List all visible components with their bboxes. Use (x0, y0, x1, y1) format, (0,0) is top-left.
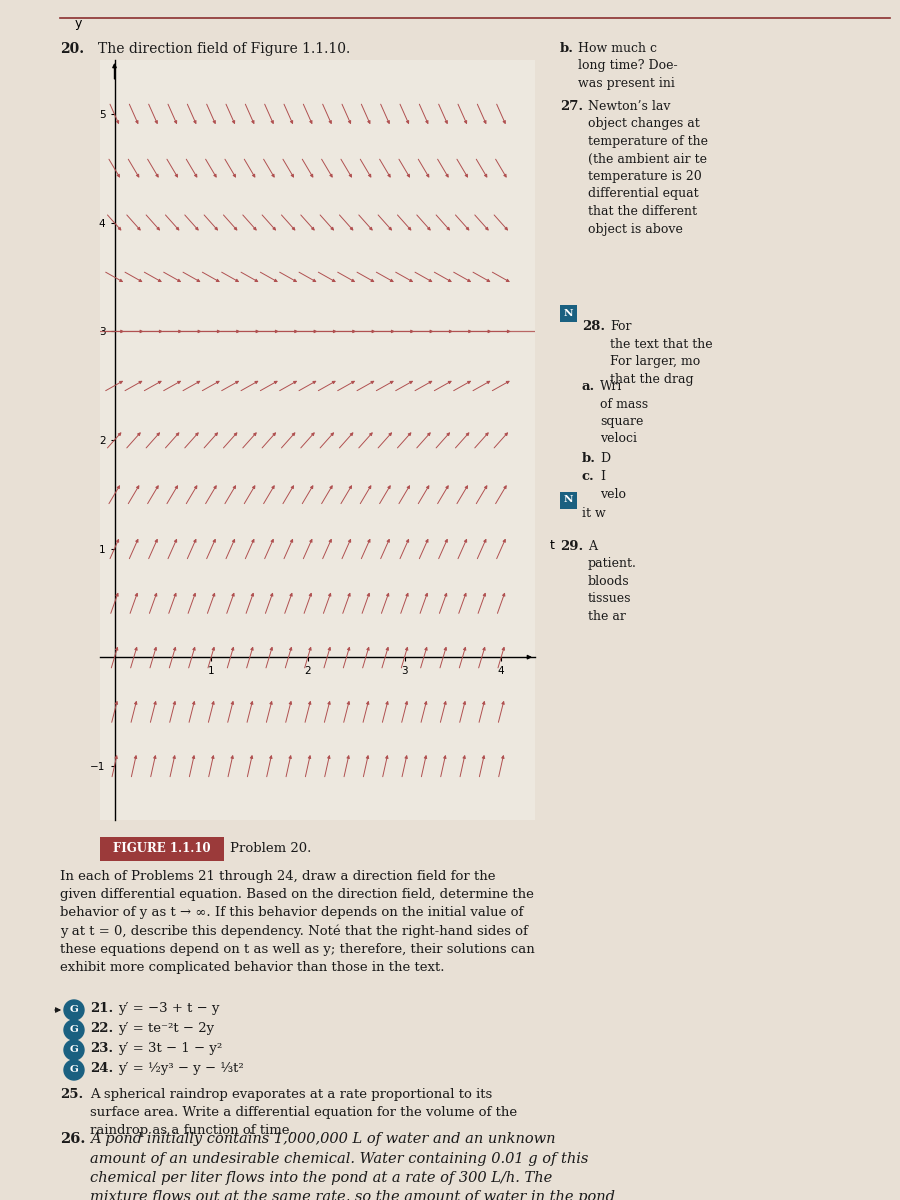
FancyBboxPatch shape (560, 305, 577, 322)
Text: G: G (69, 1045, 78, 1055)
Text: A
patient.
bloods
tissues
the ar: A patient. bloods tissues the ar (588, 540, 637, 623)
Text: 22.: 22. (90, 1022, 113, 1034)
Text: Newton’s lav
object changes at
temperature of the
(the ambient air te
temperatur: Newton’s lav object changes at temperatu… (588, 100, 708, 235)
Text: 25.: 25. (60, 1088, 83, 1102)
Text: Wri
of mass
square
veloci: Wri of mass square veloci (600, 380, 648, 445)
Text: b.: b. (582, 452, 596, 464)
Text: 21.: 21. (90, 1002, 113, 1015)
Text: 29.: 29. (560, 540, 583, 553)
Text: 23.: 23. (90, 1042, 113, 1055)
Text: A pond initially contains 1,000,000 L of water and an unknown
amount of an undes: A pond initially contains 1,000,000 L of… (90, 1132, 615, 1200)
Text: y′ = −3 + t − y: y′ = −3 + t − y (118, 1002, 220, 1015)
Text: G: G (69, 1006, 78, 1014)
Text: 26.: 26. (60, 1132, 86, 1146)
Text: 28.: 28. (582, 320, 605, 332)
Text: a.: a. (582, 380, 595, 392)
Text: 24.: 24. (90, 1062, 113, 1075)
Text: FIGURE 1.1.10: FIGURE 1.1.10 (113, 842, 211, 856)
Text: A spherical raindrop evaporates at a rate proportional to its
surface area. Writ: A spherical raindrop evaporates at a rat… (90, 1088, 518, 1138)
Text: I
velo: I velo (600, 470, 626, 500)
FancyBboxPatch shape (100, 838, 224, 862)
Text: G: G (69, 1066, 78, 1074)
Text: c.: c. (582, 470, 595, 482)
Text: For
the text that the
For larger, mo
that the drag: For the text that the For larger, mo tha… (610, 320, 713, 385)
Circle shape (64, 1000, 84, 1020)
Text: y′ = 3t − 1 − y²: y′ = 3t − 1 − y² (118, 1042, 222, 1055)
Text: Problem 20.: Problem 20. (230, 842, 311, 856)
Text: y′ = ½y³ − y − ⅓t²: y′ = ½y³ − y − ⅓t² (118, 1062, 244, 1075)
Text: 27.: 27. (560, 100, 583, 113)
Text: y′ = te⁻²t − 2y: y′ = te⁻²t − 2y (118, 1022, 214, 1034)
FancyBboxPatch shape (560, 492, 577, 509)
Text: D: D (600, 452, 610, 464)
Text: it w: it w (582, 506, 606, 520)
Circle shape (64, 1060, 84, 1080)
Text: b.: b. (560, 42, 574, 55)
Text: N: N (563, 308, 573, 318)
Text: How much c
long time? Doe-
was present ini: How much c long time? Doe- was present i… (578, 42, 678, 90)
Text: N: N (563, 496, 573, 504)
Circle shape (64, 1040, 84, 1060)
Text: The direction field of Figure 1.1.10.: The direction field of Figure 1.1.10. (98, 42, 350, 56)
Circle shape (64, 1020, 84, 1040)
Text: In each of Problems 21 through 24, draw a direction field for the
given differen: In each of Problems 21 through 24, draw … (60, 870, 535, 973)
X-axis label: t: t (550, 539, 554, 552)
Text: G: G (69, 1026, 78, 1034)
Y-axis label: y: y (75, 17, 82, 30)
Text: 20.: 20. (60, 42, 84, 56)
